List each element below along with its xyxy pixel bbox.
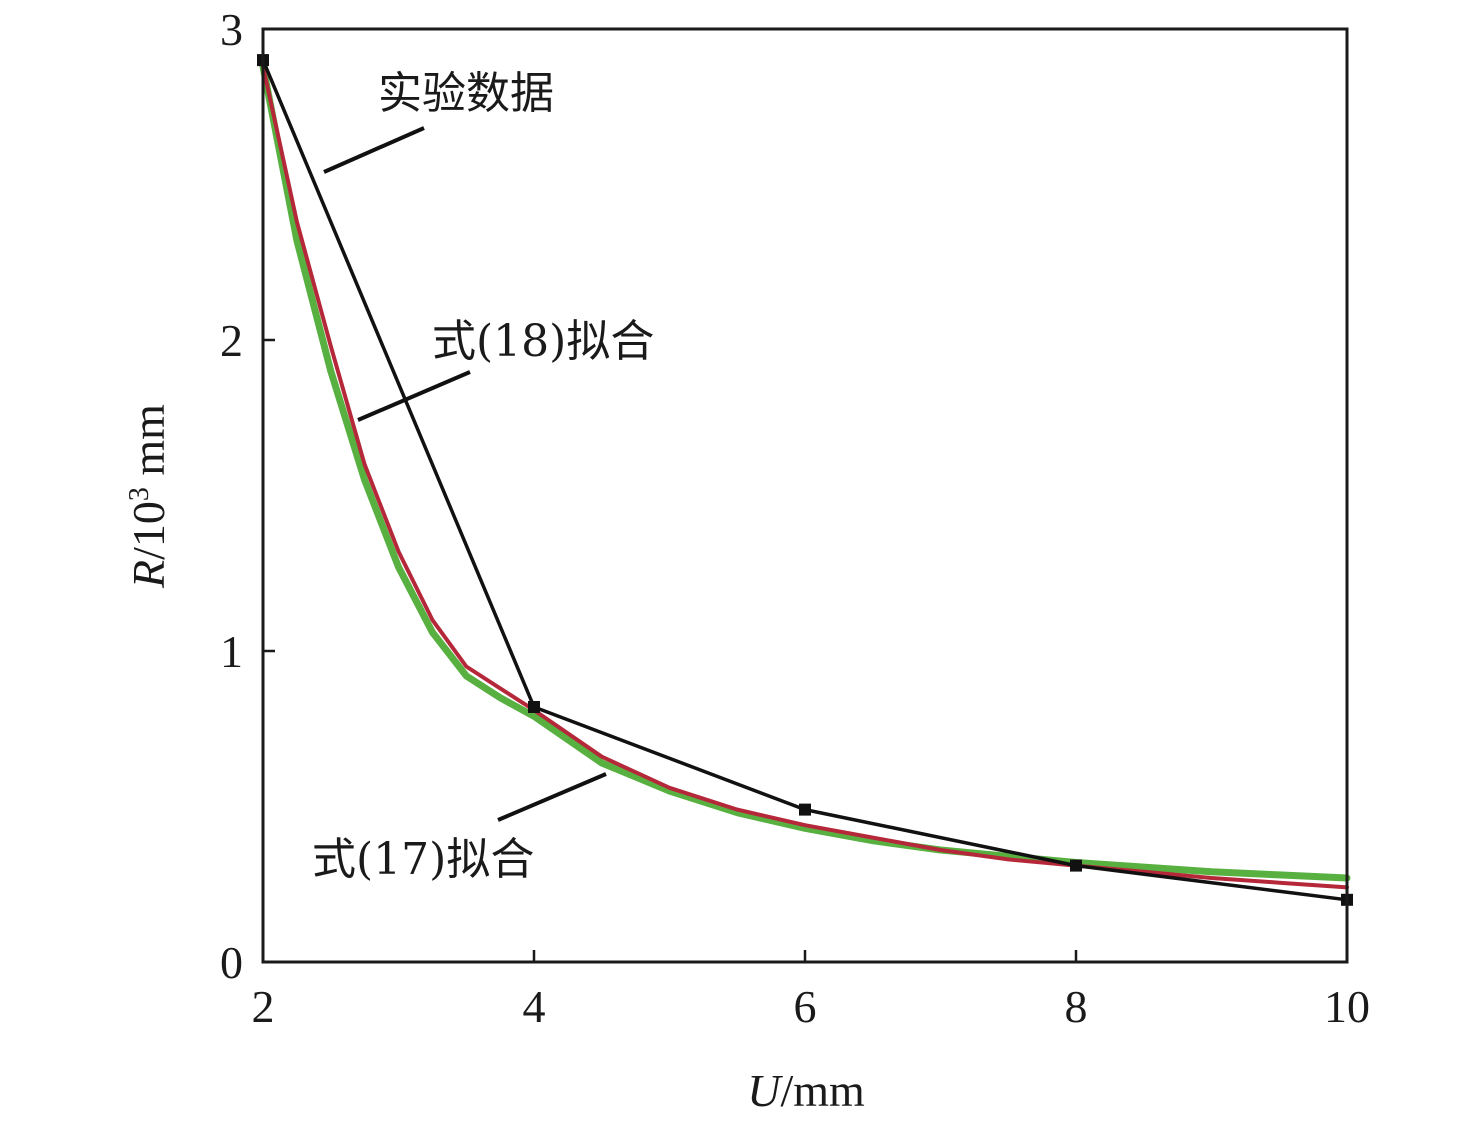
y-axis-exponent: 3	[124, 487, 155, 501]
data-point-marker	[1070, 859, 1082, 872]
series-layer	[257, 54, 1353, 906]
x-tick-label: 8	[1065, 981, 1088, 1032]
leader-line-experiment	[323, 126, 425, 174]
x-axis-unit: /mm	[780, 1065, 865, 1116]
annotation-experiment-data: 实验数据	[378, 68, 554, 119]
x-axis-title: U/mm	[747, 1065, 865, 1116]
x-axis-var: U	[747, 1065, 783, 1116]
series-line-1	[261, 64, 1349, 890]
x-tick-label: 4	[523, 981, 546, 1032]
series-line-2	[259, 62, 1351, 882]
y-tick-label: 3	[220, 4, 243, 55]
x-tick-label: 6	[794, 981, 817, 1032]
x-tick-label: 10	[1324, 981, 1370, 1032]
y-tick-label: 0	[220, 937, 243, 988]
y-tick-label: 2	[220, 315, 243, 366]
x-tick-label: 2	[252, 981, 275, 1032]
data-point-marker	[528, 700, 540, 713]
y-axis-title: R/103 mm	[123, 404, 174, 589]
annotation-eq18-fit: 式(18)拟合	[432, 316, 654, 367]
plot-frame	[261, 27, 1349, 964]
leader-line-eq18	[357, 370, 471, 422]
annotation-eq17-fit: 式(17)拟合	[312, 834, 534, 885]
ticks-layer: 2 4 6 8 10 0 1 2 3	[220, 4, 1370, 1032]
series-line-0	[261, 58, 1349, 902]
y-axis-tail: mm	[123, 404, 174, 487]
data-point-marker	[799, 803, 811, 816]
y-tick-label: 1	[220, 626, 243, 677]
y-axis-unit: /10	[123, 501, 174, 560]
y-axis-var: R	[123, 560, 174, 589]
leader-line-eq17	[497, 772, 607, 822]
